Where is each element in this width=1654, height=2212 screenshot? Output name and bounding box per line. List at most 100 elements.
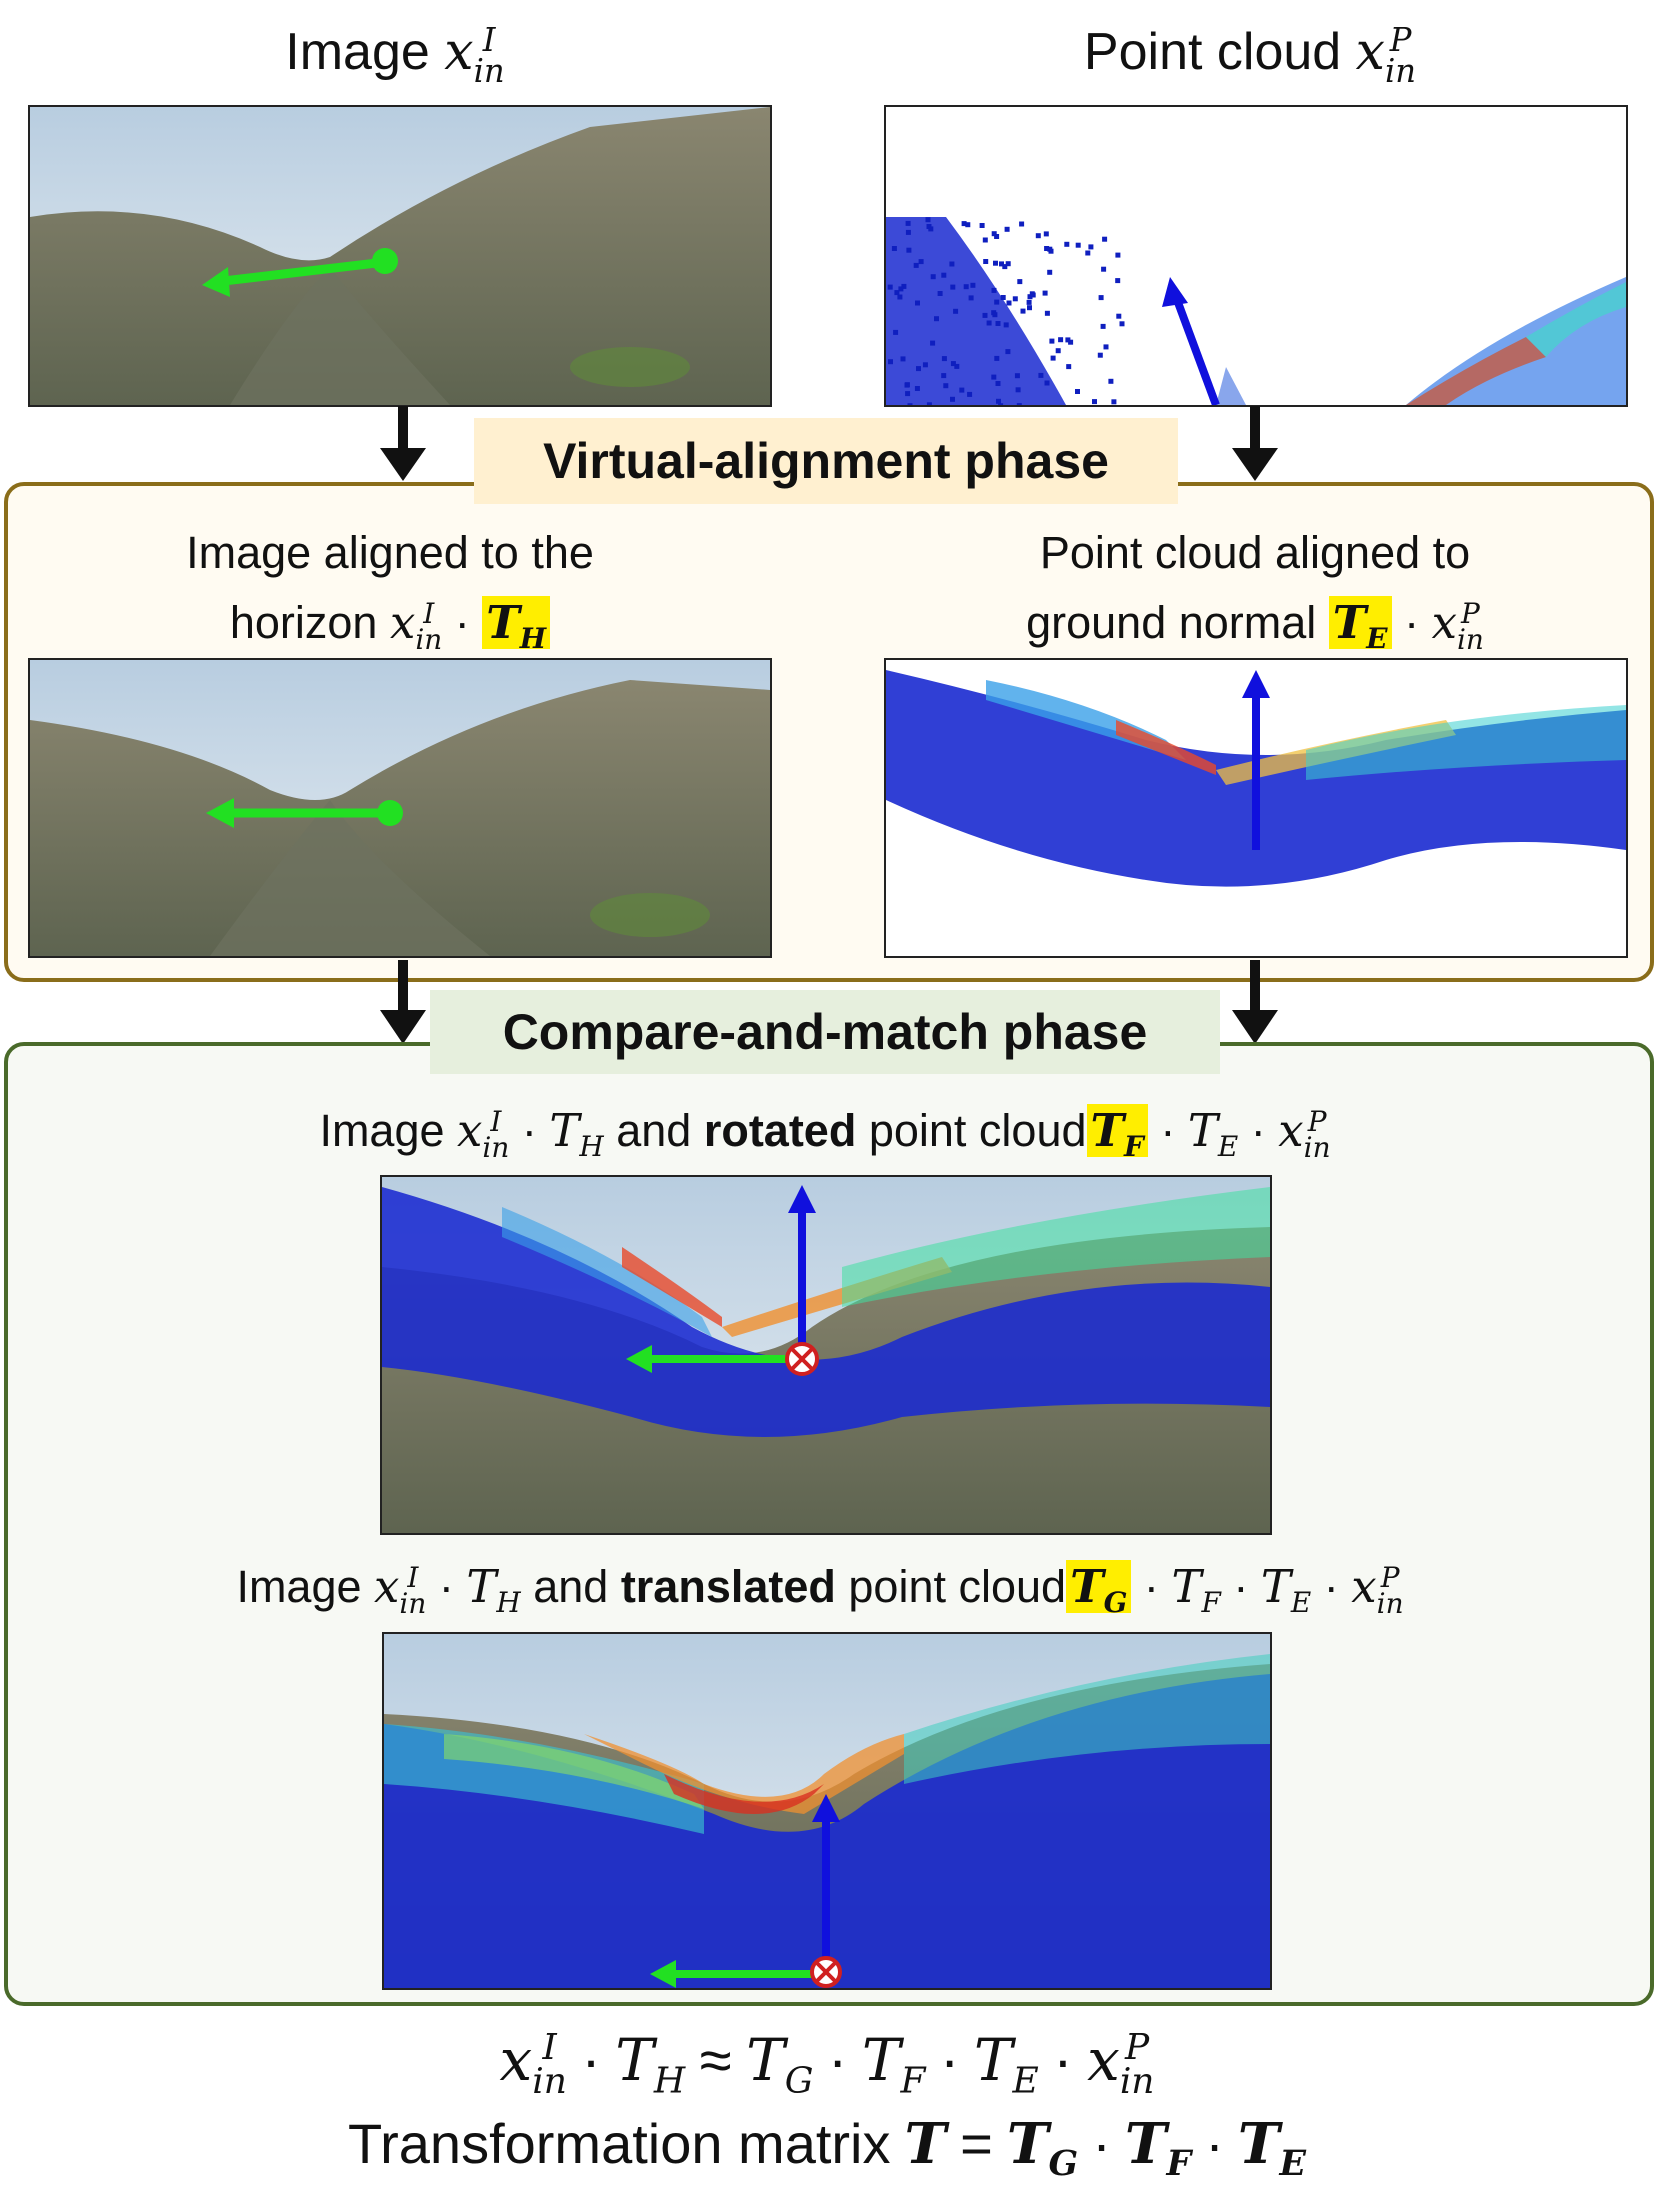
- transformation-matrix-equation: Transformation matrix T = TG · TF · TE: [348, 2111, 1306, 2185]
- pointcloud-dot: [916, 366, 921, 372]
- pointcloud-dot: [1103, 344, 1109, 350]
- pointcloud-dot: [1115, 252, 1121, 258]
- down-arrow-icon: [380, 960, 426, 1044]
- pointcloud-dot: [1111, 399, 1117, 405]
- pointcloud-dot: [904, 382, 910, 388]
- pointcloud-dot: [907, 403, 913, 405]
- pointcloud-dot: [1038, 372, 1044, 378]
- pointcloud-dot: [1005, 349, 1011, 355]
- pointcloud-dot: [994, 299, 1000, 305]
- pointcloud-dot: [941, 356, 947, 362]
- pointcloud-dot: [1055, 348, 1061, 354]
- pointcloud-dot: [1035, 233, 1041, 239]
- pointcloud-dot: [1116, 313, 1122, 319]
- input-image: [28, 105, 772, 407]
- pointcloud-dot: [1027, 305, 1032, 311]
- pointcloud-dot: [1098, 295, 1104, 301]
- pointcloud-dot: [991, 287, 997, 293]
- pointcloud-dot: [1049, 338, 1055, 344]
- pointcloud-dot: [950, 361, 956, 367]
- pointcloud-dot: [1016, 403, 1022, 405]
- aligned-pointcloud-scene: [886, 670, 1626, 887]
- pointcloud-dot: [994, 234, 1000, 239]
- pointcloud-dot: [983, 259, 989, 264]
- aligned-pointcloud: [884, 658, 1628, 958]
- input-pointcloud: [884, 105, 1628, 407]
- pointcloud-dot: [918, 259, 924, 265]
- pointcloud-dot: [1019, 221, 1025, 227]
- pointcloud-dot: [1014, 373, 1020, 379]
- pointcloud-dot: [1101, 266, 1107, 272]
- input-image-scene: [30, 107, 770, 405]
- pointcloud-dot: [1029, 291, 1035, 297]
- pointcloud-dot: [1115, 278, 1121, 284]
- pointcloud-dot: [888, 359, 893, 365]
- aligned-image: [28, 658, 772, 958]
- pointcloud-dot: [891, 246, 897, 251]
- aligned-image-scene: [30, 660, 770, 956]
- pointcloud-dot: [961, 221, 967, 227]
- pointcloud-dot: [1050, 355, 1056, 361]
- virtual-alignment-title: Virtual-alignment phase: [474, 418, 1178, 504]
- pointcloud-dot: [941, 373, 947, 379]
- pointcloud-dot: [1000, 295, 1006, 300]
- compare-and-match-title: Compare-and-match phase: [430, 990, 1220, 1074]
- pointcloud-dot: [996, 398, 1001, 404]
- pointcloud-dot: [1085, 250, 1091, 256]
- pointcloud-dot: [1002, 264, 1008, 270]
- pointcloud-dot: [905, 391, 911, 397]
- pointcloud-dot: [994, 355, 1000, 361]
- pointcloud-dot: [1108, 378, 1114, 384]
- pointcloud-dot: [943, 383, 949, 389]
- pointcloud-dot: [897, 294, 903, 300]
- pointcloud-dot: [898, 286, 904, 292]
- pointcloud-dot: [915, 300, 920, 306]
- pointcloud-dot: [1015, 387, 1021, 393]
- pointcloud-dot: [1006, 300, 1012, 306]
- pointcloud-dot: [913, 262, 919, 268]
- pointcloud-dot: [991, 231, 997, 237]
- pointcloud-dot: [999, 261, 1004, 267]
- pointcloud-dot: [1064, 241, 1070, 247]
- pointcloud-dot: [1012, 296, 1018, 302]
- pointcloud-dot: [967, 391, 973, 397]
- pointcloud-dot: [930, 274, 936, 280]
- pointcloud-dot: [930, 340, 936, 346]
- pointcloud-dot: [1047, 269, 1053, 275]
- pointcloud-dot: [926, 402, 932, 405]
- origin-marker-icon: [810, 1956, 842, 1988]
- pointcloud-dot: [954, 363, 960, 369]
- pointcloud-dot: [991, 374, 997, 380]
- pointcloud-dot: [926, 224, 932, 229]
- pointcloud-dot: [1066, 364, 1072, 370]
- pointcloud-dot: [995, 381, 1001, 386]
- pointcloud-dot: [1005, 261, 1011, 267]
- pointcloud-dot: [979, 223, 985, 228]
- down-arrow-icon: [1232, 406, 1278, 481]
- pointcloud-dot: [968, 295, 974, 301]
- pointcloud-dot: [1088, 244, 1094, 250]
- pointcloud-dot: [949, 261, 955, 267]
- pointcloud-dot: [1044, 310, 1050, 316]
- origin-marker-icon: [785, 1342, 819, 1376]
- pointcloud-dot: [1075, 242, 1081, 248]
- rotated-overlay-image: [380, 1175, 1272, 1535]
- pointcloud-dot: [950, 396, 955, 402]
- pointcloud-dot: [1068, 339, 1074, 345]
- pointcloud-dot: [1119, 321, 1125, 327]
- pointcloud-dot: [953, 308, 959, 314]
- pointcloud-dot: [1100, 323, 1106, 329]
- pointcloud-dot: [905, 220, 911, 226]
- pointcloud-dot: [894, 290, 900, 296]
- pointcloud-dot: [970, 282, 976, 288]
- aligned-pointcloud-caption: Point cloud aligned to ground normal TE …: [1026, 527, 1484, 656]
- pointcloud-dot: [900, 356, 906, 362]
- input-pointcloud-scene: [886, 217, 1626, 405]
- translated-overlay-scene: [384, 1634, 1270, 1988]
- pointcloud-dot: [1102, 236, 1108, 242]
- pointcloud-dot: [906, 247, 912, 253]
- pointcloud-dot: [1043, 231, 1049, 237]
